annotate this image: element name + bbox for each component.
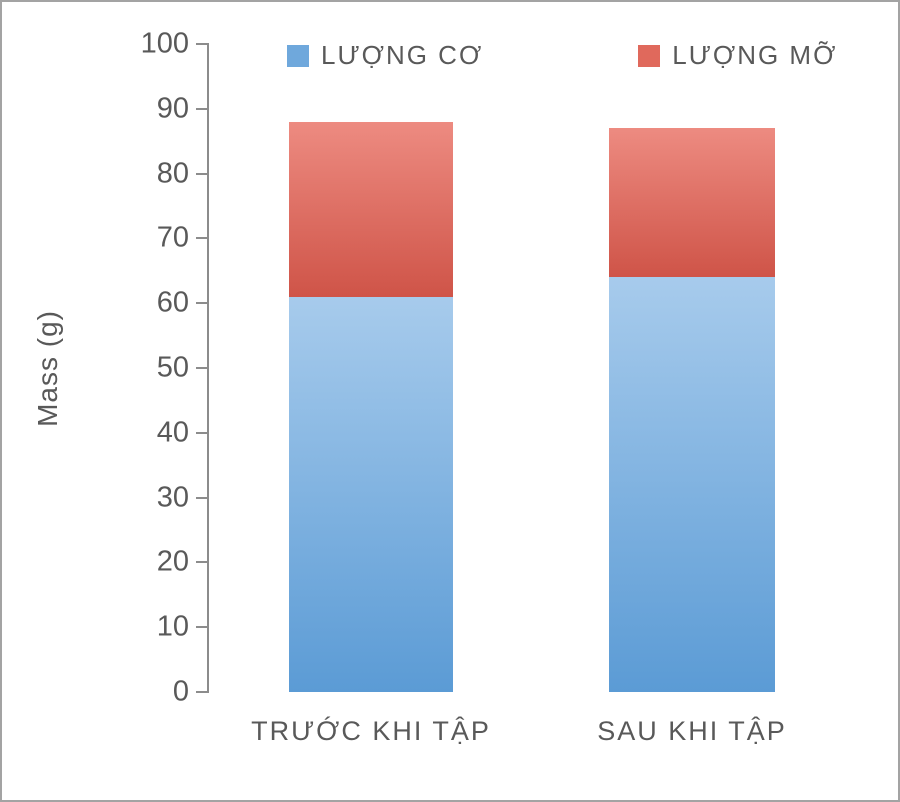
y-tick-label: 100 [140, 27, 189, 60]
y-tick-label: 60 [156, 286, 189, 319]
bar-segment-series-1 [289, 296, 453, 692]
y-tick-mark [196, 107, 209, 110]
y-tick-mark [196, 237, 209, 240]
y-tick-mark [196, 302, 209, 305]
legend-item-label: LƯỢNG MỠ [672, 40, 838, 70]
stacked-bar-2 [609, 128, 775, 692]
y-tick-mark [196, 626, 209, 629]
y-axis-title-wrap: Mass (g) [32, 44, 64, 692]
y-tick-label: 80 [156, 157, 189, 190]
y-tick-mark [196, 496, 209, 499]
y-tick-label: 70 [156, 221, 189, 254]
y-tick-label: 10 [156, 610, 189, 643]
y-tick-mark [196, 367, 209, 369]
bar-segment-series-2 [609, 128, 775, 278]
y-tick-label: 40 [156, 416, 189, 449]
x-category-label: TRƯỚC KHI TẬP [251, 716, 491, 746]
x-category-label: SAU KHI TẬP [597, 716, 787, 746]
y-tick-label: 0 [172, 675, 189, 708]
legend-item-label: LƯỢNG CƠ [321, 40, 484, 70]
plot-area: 0 10 20 30 40 50 60 70 80 90 100 TRƯỚC KHI TẬP SAU K… [141, 29, 870, 746]
legend-item-2: LƯỢNG MỠ [638, 40, 837, 71]
y-tick-mark [196, 172, 209, 175]
stacked-bar-1 [289, 121, 453, 692]
y-tick-label: 90 [156, 92, 189, 125]
chart-legend: LƯỢNG CƠ LƯỢNG MỠ [287, 40, 837, 71]
legend-swatch-icon [638, 44, 661, 67]
legend-item-1: LƯỢNG CƠ [287, 40, 483, 71]
legend-swatch-icon [287, 44, 309, 67]
y-tick-mark [196, 561, 209, 564]
y-tick-mark [196, 431, 209, 434]
y-tick-mark [196, 43, 209, 45]
y-axis-title: Mass (g) [32, 309, 63, 427]
bar-segment-series-1 [609, 277, 775, 692]
bar-segment-series-2 [289, 121, 453, 297]
y-tick-label: 30 [156, 481, 189, 514]
y-tick-mark [196, 691, 209, 693]
y-tick-label: 50 [156, 351, 189, 384]
y-tick-label: 20 [156, 545, 189, 578]
